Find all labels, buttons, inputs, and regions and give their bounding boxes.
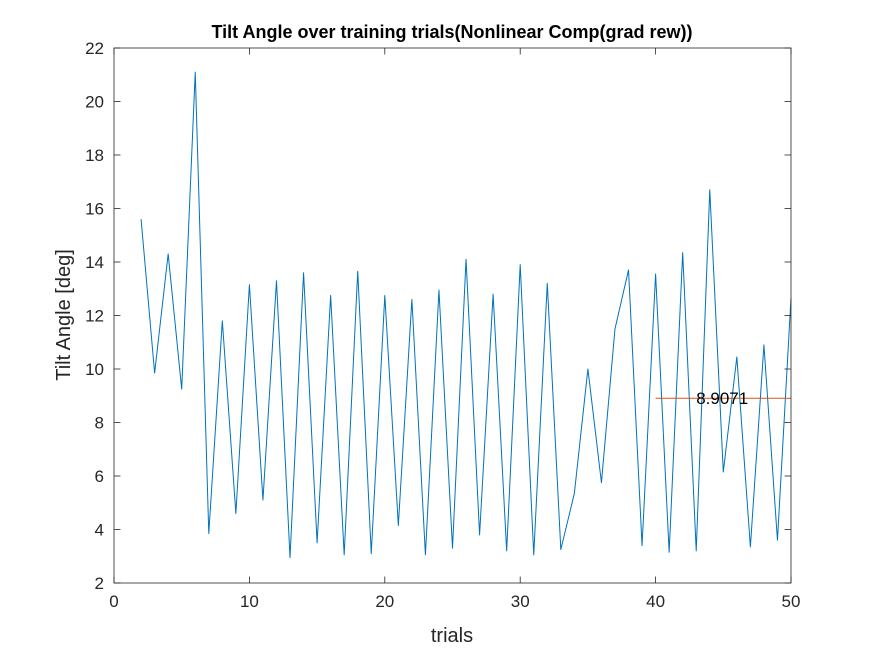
y-tick-label: 14 xyxy=(85,253,104,272)
y-tick-label: 16 xyxy=(85,200,104,219)
x-tick-label: 50 xyxy=(782,592,801,611)
x-axis-label: trials xyxy=(431,625,473,647)
y-tick-label: 10 xyxy=(85,360,104,379)
y-tick-label: 2 xyxy=(95,574,104,593)
y-axis-label: Tilt Angle [deg] xyxy=(53,249,75,381)
y-tick-label: 8 xyxy=(95,414,104,433)
plot-area xyxy=(114,48,791,583)
x-tick-label: 30 xyxy=(511,592,530,611)
y-tick-label: 22 xyxy=(85,39,104,58)
x-tick-label: 10 xyxy=(240,592,259,611)
x-tick-label: 0 xyxy=(109,592,118,611)
x-tick-label: 40 xyxy=(646,592,665,611)
data-layer: 8.9071 xyxy=(140,71,792,559)
y-tick-label: 4 xyxy=(95,521,104,540)
chart-title: Tilt Angle over training trials(Nonlinea… xyxy=(211,22,692,42)
y-tick-label: 18 xyxy=(85,146,104,165)
y-tick-label: 12 xyxy=(85,307,104,326)
x-tick-label: 20 xyxy=(375,592,394,611)
y-tick-label: 20 xyxy=(85,93,104,112)
annotation-label: 8.9071 xyxy=(696,389,748,408)
ticks-layer: 0 10 20 30 40 50 2 4 6 8 10 12 14 16 18 20 22 xyxy=(85,39,800,611)
y-tick-label: 6 xyxy=(95,467,104,486)
series-line-0 xyxy=(140,71,792,559)
